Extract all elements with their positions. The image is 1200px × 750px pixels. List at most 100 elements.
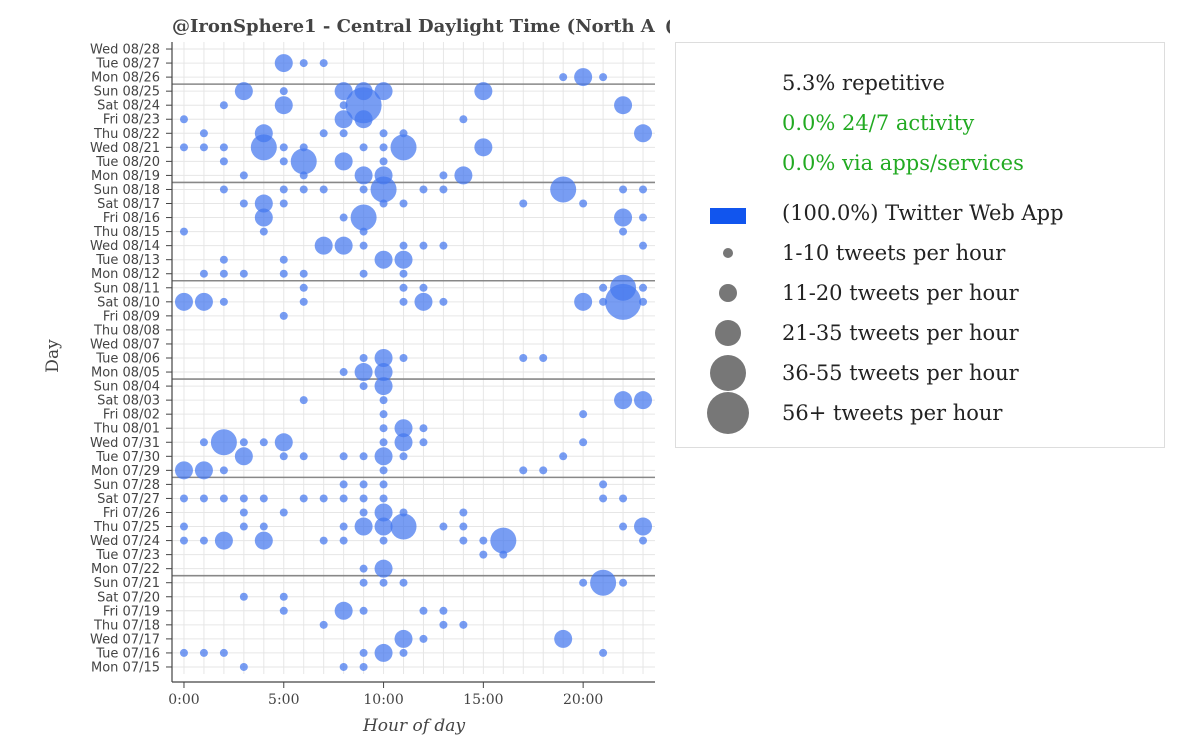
activity-point bbox=[519, 354, 528, 362]
activity-point bbox=[219, 157, 228, 166]
activity-point bbox=[350, 204, 377, 231]
legend-size-label: 11-20 tweets per hour bbox=[782, 281, 1019, 305]
activity-point bbox=[634, 391, 653, 410]
activity-point bbox=[379, 129, 388, 138]
activity-point bbox=[239, 592, 248, 601]
activity-point bbox=[610, 274, 637, 301]
activity-point bbox=[199, 269, 208, 278]
activity-point bbox=[639, 297, 648, 306]
activity-point bbox=[559, 452, 568, 461]
activity-point bbox=[194, 461, 213, 480]
activity-point bbox=[379, 424, 388, 433]
y-tick-label: Sun 08/04 bbox=[94, 380, 160, 395]
x-tick-label: 10:00 bbox=[363, 692, 403, 708]
y-tick-label: Wed 08/07 bbox=[90, 337, 160, 352]
activity-point bbox=[254, 208, 273, 227]
activity-point bbox=[439, 241, 448, 250]
y-tick-label: Fri 07/19 bbox=[103, 604, 160, 619]
activity-point bbox=[279, 592, 288, 601]
activity-point bbox=[299, 185, 308, 194]
activity-point bbox=[219, 143, 228, 152]
activity-point bbox=[219, 101, 228, 110]
activity-point bbox=[219, 269, 228, 278]
activity-point bbox=[639, 213, 648, 222]
y-tick-label: Wed 08/28 bbox=[90, 43, 160, 58]
activity-point bbox=[239, 438, 248, 447]
activity-point bbox=[419, 634, 428, 643]
activity-point bbox=[219, 494, 228, 503]
y-tick-label: Mon 07/15 bbox=[91, 660, 160, 675]
activity-point bbox=[179, 227, 188, 236]
activity-point bbox=[374, 166, 393, 185]
legend-source-swatch bbox=[710, 208, 746, 224]
activity-point bbox=[339, 536, 348, 545]
y-tick-label: Thu 07/25 bbox=[93, 520, 160, 535]
activity-point bbox=[394, 419, 413, 438]
activity-point bbox=[374, 250, 393, 269]
activity-point bbox=[559, 73, 568, 82]
y-tick-label: Fri 07/26 bbox=[103, 506, 160, 521]
activity-point bbox=[474, 138, 493, 157]
y-tick-label: Fri 08/23 bbox=[103, 113, 160, 128]
activity-point bbox=[599, 480, 608, 489]
y-tick-label: Sat 07/20 bbox=[97, 590, 160, 605]
activity-point bbox=[399, 297, 408, 306]
activity-point bbox=[199, 438, 208, 447]
activity-point bbox=[614, 391, 633, 410]
y-tick-label: Sat 08/24 bbox=[97, 99, 160, 114]
x-tick-label: 5:00 bbox=[268, 692, 299, 708]
activity-point bbox=[490, 527, 517, 554]
activity-point bbox=[579, 410, 588, 419]
legend: 5.3% repetitive 0.0% 24/7 activity 0.0% … bbox=[675, 42, 1165, 448]
activity-point bbox=[219, 255, 228, 264]
activity-point bbox=[354, 166, 373, 185]
activity-point bbox=[519, 199, 528, 208]
activity-point bbox=[199, 494, 208, 503]
y-tick-label: Fri 08/16 bbox=[103, 211, 160, 226]
activity-point bbox=[359, 143, 368, 152]
y-tick-label: Mon 08/05 bbox=[91, 366, 160, 381]
activity-point bbox=[619, 578, 628, 587]
activity-point bbox=[199, 129, 208, 138]
legend-apps-label: 0.0% via apps/services bbox=[782, 151, 1024, 175]
activity-point bbox=[319, 620, 328, 629]
activity-point bbox=[279, 269, 288, 278]
activity-point bbox=[234, 82, 253, 101]
activity-point bbox=[639, 536, 648, 545]
y-tick-label: Fri 08/02 bbox=[103, 408, 160, 423]
legend-source: (100.0%) Twitter Web App bbox=[676, 193, 1166, 233]
activity-point bbox=[370, 176, 397, 203]
activity-point bbox=[199, 536, 208, 545]
activity-point bbox=[599, 297, 608, 306]
y-tick-label: Sat 08/10 bbox=[97, 295, 160, 310]
activity-point bbox=[459, 115, 468, 124]
activity-point bbox=[274, 54, 293, 73]
activity-point bbox=[479, 536, 488, 545]
activity-point bbox=[439, 620, 448, 629]
activity-point bbox=[319, 129, 328, 138]
legend-size-dot bbox=[719, 284, 737, 302]
activity-point bbox=[599, 648, 608, 657]
activity-point bbox=[274, 433, 293, 452]
activity-point bbox=[399, 129, 408, 138]
activity-point bbox=[354, 517, 373, 536]
activity-point bbox=[354, 363, 373, 382]
y-tick-label: Tue 08/27 bbox=[95, 57, 160, 72]
activity-point bbox=[219, 648, 228, 657]
activity-point bbox=[379, 410, 388, 419]
activity-point bbox=[239, 171, 248, 180]
activity-point bbox=[439, 522, 448, 531]
tweet-activity-chart: @IronSphere1 - Central Daylight Time (No… bbox=[43, 16, 670, 736]
activity-point bbox=[179, 522, 188, 531]
legend-repetitive: 5.3% repetitive bbox=[676, 63, 1166, 103]
activity-point bbox=[299, 396, 308, 405]
activity-point bbox=[279, 508, 288, 517]
activity-point bbox=[299, 59, 308, 68]
x-tick-label: 15:00 bbox=[463, 692, 503, 708]
activity-point bbox=[339, 494, 348, 503]
activity-point bbox=[419, 241, 428, 250]
activity-point bbox=[374, 447, 393, 466]
activity-point bbox=[194, 292, 213, 311]
activity-point bbox=[550, 176, 577, 203]
